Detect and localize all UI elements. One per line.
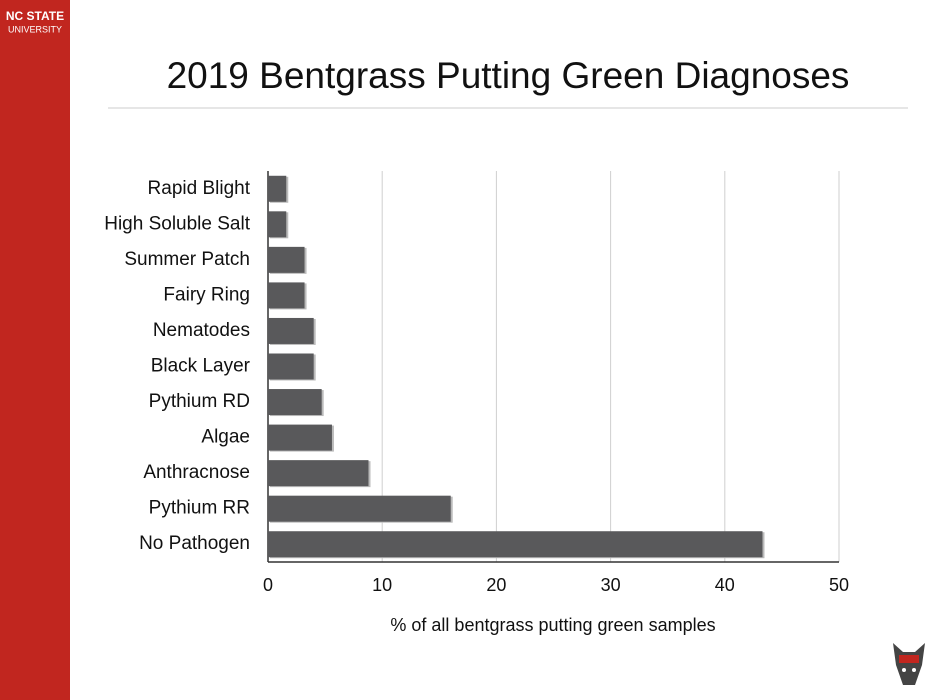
y-tick-label: Rapid Blight — [148, 178, 251, 199]
y-tick-label: Black Layer — [151, 356, 251, 377]
bar — [268, 460, 369, 487]
bar — [268, 246, 305, 273]
y-tick-label: Fairy Ring — [163, 284, 250, 305]
bar — [268, 531, 763, 558]
bar — [268, 389, 322, 416]
sidebar — [0, 0, 70, 700]
x-axis-label: % of all bentgrass putting green samples — [390, 615, 715, 635]
x-tick-label: 30 — [601, 575, 621, 595]
y-tick-label: Anthracnose — [143, 462, 250, 483]
y-tick-label: Pythium RR — [149, 498, 250, 519]
x-tick-label: 10 — [372, 575, 392, 595]
y-tick-label: Algae — [201, 427, 250, 448]
y-tick-label: Summer Patch — [124, 249, 250, 270]
x-tick-label: 40 — [715, 575, 735, 595]
chart-title: 2019 Bentgrass Putting Green Diagnoses — [167, 55, 850, 96]
bar — [268, 424, 332, 451]
y-tick-label: Nematodes — [153, 320, 250, 341]
x-tick-label: 20 — [486, 575, 506, 595]
bar — [268, 211, 287, 238]
y-tick-label: High Soluble Salt — [104, 213, 250, 234]
y-tick-label: Pythium RD — [149, 391, 250, 412]
y-tick-label: No Pathogen — [139, 533, 250, 554]
brand-line1: NC STATE — [6, 9, 64, 23]
brand-line2: UNIVERSITY — [8, 24, 62, 34]
bar — [268, 175, 287, 202]
wolf-logo — [893, 643, 925, 685]
bar — [268, 282, 305, 309]
x-tick-label: 0 — [263, 575, 273, 595]
bar — [268, 317, 314, 344]
bar — [268, 353, 314, 380]
x-tick-label: 50 — [829, 575, 849, 595]
bar — [268, 495, 451, 522]
